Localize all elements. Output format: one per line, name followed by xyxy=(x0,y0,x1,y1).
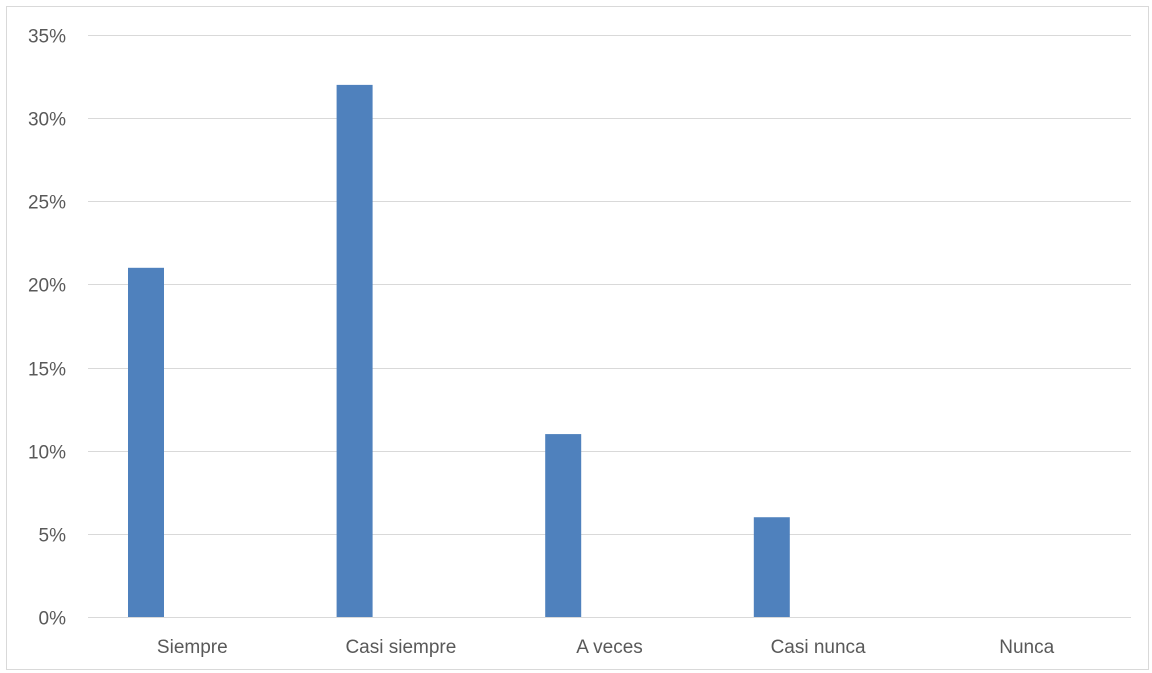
bar-a-veces xyxy=(545,434,582,617)
bar-casi-siempre xyxy=(336,84,373,617)
y-tick-label: 30% xyxy=(28,110,66,131)
x-tick-label: Nunca xyxy=(999,637,1054,658)
bar-casi-nunca xyxy=(753,517,790,617)
y-tick-label: 35% xyxy=(28,27,66,48)
bar-siempre xyxy=(128,267,164,617)
y-tick-label: 25% xyxy=(28,193,66,214)
y-tick-label: 0% xyxy=(39,609,67,630)
bars xyxy=(128,84,790,617)
y-axis-tick-labels: 0% 5% 10% 15% 20% 25% 30% 35% xyxy=(28,27,66,630)
x-axis-tick-labels: Siempre Casi siempre A veces Casi nunca Nunc… xyxy=(157,637,1055,658)
x-tick-label: Casi nunca xyxy=(771,637,866,658)
y-tick-label: 10% xyxy=(28,443,66,464)
y-tick-label: 20% xyxy=(28,276,66,297)
x-tick-label: A veces xyxy=(576,637,643,658)
y-tick-label: 15% xyxy=(28,360,66,381)
x-tick-label: Casi siempre xyxy=(345,637,456,658)
x-tick-label: Siempre xyxy=(157,637,228,658)
y-tick-label: 5% xyxy=(39,526,67,547)
gridlines xyxy=(88,35,1131,618)
